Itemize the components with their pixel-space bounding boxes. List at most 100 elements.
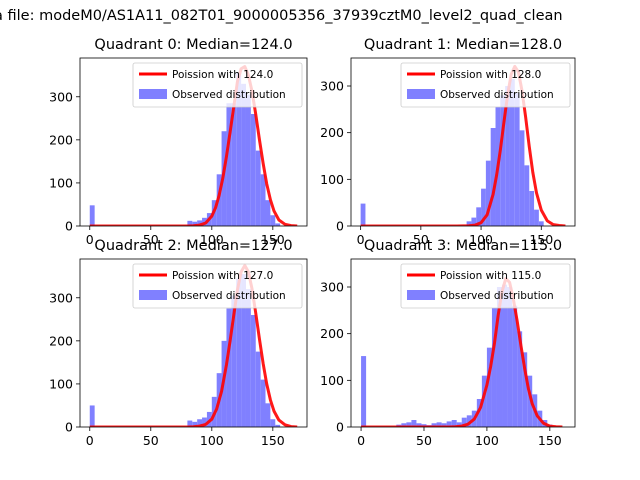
histogram-bar [485,160,491,226]
y-tick-label: 0 [336,420,344,435]
plot-area [89,65,298,226]
histogram-bar [522,352,528,427]
histogram-bar [524,165,530,226]
legend-box [132,263,303,309]
histogram-bar [481,375,487,427]
histogram-bar [241,274,246,427]
x-tick-label: 150 [261,232,285,247]
x-tick-label: 100 [200,433,224,448]
legend-bar-swatch [139,290,167,300]
histogram-bar [456,422,462,427]
chart-panel-0: 0 50 100 150 0 100 200 300 Quadrant 0: Median=12… [49,37,308,247]
axes-frame [79,57,308,227]
histogram-bar [250,114,256,226]
y-tick-label: 0 [65,219,73,234]
panel-title: Quadrant 1: Median=128.0 [364,37,562,53]
histogram-bar [265,200,271,226]
legend-box [400,263,571,309]
legend-box [132,62,303,108]
histogram-bar [512,305,518,427]
histogram-bar [519,130,525,226]
histogram-bar [192,421,198,427]
x-tick-label: 150 [529,232,553,247]
x-tick-label: 150 [261,433,285,448]
histogram-bar [270,419,276,427]
histogram-bar [416,423,422,427]
histogram-bar [461,417,467,427]
x-tick-label: 50 [416,433,432,448]
plot-area [89,264,298,427]
histogram-bar [406,422,412,427]
histogram-bar [361,356,367,427]
y-tick-label: 300 [49,89,73,104]
x-tick-label: 0 [86,433,94,448]
histogram-bar [496,287,503,427]
plot-area [360,64,566,226]
legend-label-observed: Observed distribution [172,290,286,302]
histogram-bar [202,417,207,427]
histogram-bar [538,221,544,226]
histogram-bar [517,331,523,427]
chart-panel-3: 0 50 100 150 0 100 200 300 Quadrant 3: Median=11… [320,238,576,448]
axes-frame [350,57,576,227]
y-tick-label: 200 [320,326,344,341]
legend: Poission with 127.0 Observed distribution [132,263,303,309]
histogram-bar [471,217,477,226]
y-tick-label: 200 [49,132,73,147]
x-tick-label: 50 [143,433,159,448]
legend-bar-swatch [407,89,435,99]
histogram-bar [507,287,513,427]
histogram-bar [275,223,281,226]
y-tick-label: 0 [65,420,73,435]
axes-frame [79,258,308,428]
histogram-bar [255,351,261,427]
histogram-bar [236,278,242,427]
y-tick-label: 200 [49,333,73,348]
histogram-bar [502,284,508,427]
histogram-bar [446,421,452,427]
plot-area [361,277,563,427]
histogram-bar [226,103,232,226]
panel-title: Quadrant 2: Median=127.0 [94,238,292,254]
x-tick-label: 150 [538,433,562,448]
histogram-bar [436,422,442,427]
x-tick-label: 0 [357,232,365,247]
histogram-bar [476,207,482,226]
histogram-bar [231,103,237,226]
histogram-bar [241,83,246,226]
histogram-bar [226,308,232,427]
histogram-bar [275,424,281,427]
y-tick-label: 300 [320,79,344,94]
histogram-bar [192,221,198,226]
legend-label-fit: Poission with 115.0 [440,270,541,282]
histogram-bar [187,220,193,226]
histogram-bar [505,86,510,226]
y-tick-label: 100 [320,172,344,187]
legend-bar-swatch [407,290,435,300]
histogram-bar [527,375,533,427]
histogram-bar [197,419,203,427]
x-tick-label: 50 [413,232,429,247]
histogram-bar [481,188,486,226]
histogram-bar [431,423,437,427]
legend-bar-swatch [139,89,167,99]
histogram-bar [260,379,266,427]
histogram-bar [89,205,95,226]
histogram-bar [529,191,535,226]
legend-label-fit: Poission with 124.0 [172,69,273,81]
y-tick-label: 300 [49,290,73,305]
x-tick-label: 0 [357,433,365,448]
poisson-fit-line [89,65,298,226]
x-tick-label: 100 [200,232,224,247]
histogram-bar [534,209,539,226]
y-tick-label: 100 [49,376,73,391]
histogram-bar [401,423,407,427]
poisson-fit-line [89,264,298,427]
x-tick-label: 50 [143,232,159,247]
histogram-bar [490,128,496,226]
histogram-bar [270,215,276,226]
histogram-bar [187,420,193,427]
histogram-bar [500,95,506,226]
histogram-bar [89,405,95,427]
